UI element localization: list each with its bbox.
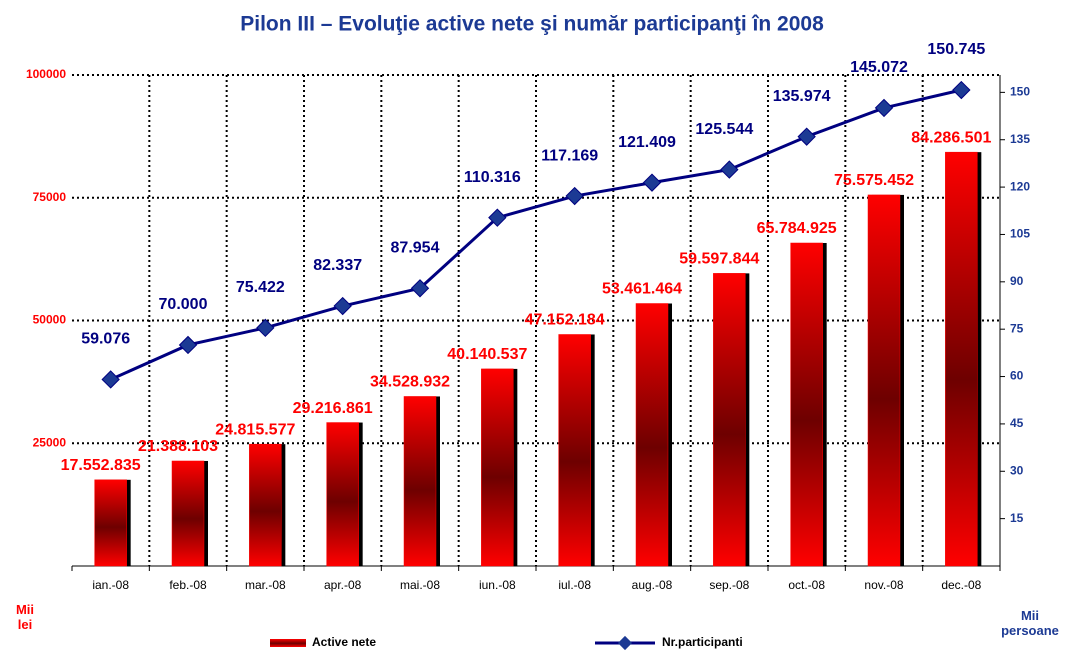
bar-value-label: 24.815.577 <box>215 421 295 438</box>
marker <box>565 186 584 206</box>
x-tick-label: nov.-08 <box>864 578 903 592</box>
legend-swatch <box>270 639 306 647</box>
bar-value-label: 29.216.861 <box>293 400 373 417</box>
y-tick-label: 25000 <box>33 435 67 449</box>
bar <box>481 368 514 567</box>
line-value-label: 82.337 <box>313 257 362 274</box>
bar <box>403 396 437 567</box>
y2-tick-label: 45 <box>1010 416 1024 430</box>
marker <box>642 173 662 192</box>
x-tick-label: oct.-08 <box>788 578 825 592</box>
y2-tick-label: 75 <box>1010 321 1024 335</box>
line-value-label: 150.745 <box>927 41 985 58</box>
y-tick-label: 75000 <box>33 190 67 204</box>
bar <box>558 334 591 567</box>
marker <box>797 127 816 146</box>
y2-tick-label: 120 <box>1010 179 1030 193</box>
bar <box>635 303 669 567</box>
marker <box>410 279 430 298</box>
y2-tick-label: 30 <box>1010 463 1024 477</box>
y-axis-label: Mii lei <box>15 602 35 632</box>
marker <box>874 98 894 118</box>
x-tick-label: apr.-08 <box>324 578 362 592</box>
bar-value-label: 65.784.925 <box>757 220 837 237</box>
bar-value-label: 40.140.537 <box>447 346 527 363</box>
line-value-label: 75.422 <box>236 279 285 296</box>
bar <box>945 151 978 567</box>
y2-tick-label: 150 <box>1010 85 1030 99</box>
bar <box>94 479 127 567</box>
marker <box>178 335 198 355</box>
marker <box>256 318 275 338</box>
bar-value-label: 17.552.835 <box>61 457 141 474</box>
x-tick-label: mar.-08 <box>245 578 286 592</box>
line-value-label: 121.409 <box>618 134 676 151</box>
line-value-label: 110.316 <box>464 169 521 186</box>
x-tick-label: ian.-08 <box>92 578 129 592</box>
bar-value-label: 84.286.501 <box>911 129 991 146</box>
bar-value-label: 75.575.452 <box>834 172 914 189</box>
line-value-label: 59.076 <box>81 331 130 348</box>
bar-value-label: 34.528.932 <box>370 374 450 391</box>
bar-value-label: 59.597.844 <box>679 251 759 268</box>
x-tick-label: feb.-08 <box>169 578 207 592</box>
marker <box>952 80 971 100</box>
x-tick-label: aug.-08 <box>632 578 673 592</box>
chart-title: Pilon III – Evoluţie active nete şi numă… <box>240 13 824 36</box>
x-tick-label: sep.-08 <box>709 578 749 592</box>
y2-tick-label: 105 <box>1010 227 1030 241</box>
legend-label: Nr.participanti <box>662 635 743 649</box>
y2-tick-label: 15 <box>1010 511 1024 525</box>
bar <box>867 194 901 567</box>
bar-value-label: 21.388.103 <box>138 438 218 455</box>
line-value-label: 87.954 <box>391 239 440 256</box>
marker <box>720 160 739 179</box>
line-value-label: 145.072 <box>850 59 908 76</box>
marker <box>488 208 507 227</box>
bar-value-label: 47.152.184 <box>525 312 605 329</box>
y2-tick-label: 90 <box>1010 274 1024 288</box>
bar <box>326 422 359 567</box>
line-value-label: 135.974 <box>773 88 831 105</box>
bar <box>713 273 746 567</box>
x-tick-label: dec.-08 <box>941 578 981 592</box>
marker <box>101 370 120 389</box>
bar-value-label: 53.461.464 <box>602 281 682 298</box>
y-tick-label: 50000 <box>33 313 67 327</box>
line <box>110 88 962 381</box>
legend-marker <box>617 635 633 651</box>
y2-axis-label: Mii persoane <box>1001 608 1059 638</box>
x-tick-label: iun.-08 <box>479 578 516 592</box>
bar <box>171 460 205 567</box>
bar <box>790 242 823 567</box>
bar <box>249 443 282 567</box>
x-tick-label: iul.-08 <box>558 578 591 592</box>
marker <box>333 296 352 316</box>
y2-tick-label: 135 <box>1010 132 1030 146</box>
line-value-label: 70.000 <box>159 296 208 313</box>
legend-label: Active nete <box>312 635 376 649</box>
y-tick-label: 100000 <box>26 67 66 81</box>
line-value-label: 125.544 <box>695 121 753 138</box>
x-tick-label: mai.-08 <box>400 578 440 592</box>
y2-tick-label: 60 <box>1010 369 1024 383</box>
line-value-label: 117.169 <box>541 147 598 164</box>
